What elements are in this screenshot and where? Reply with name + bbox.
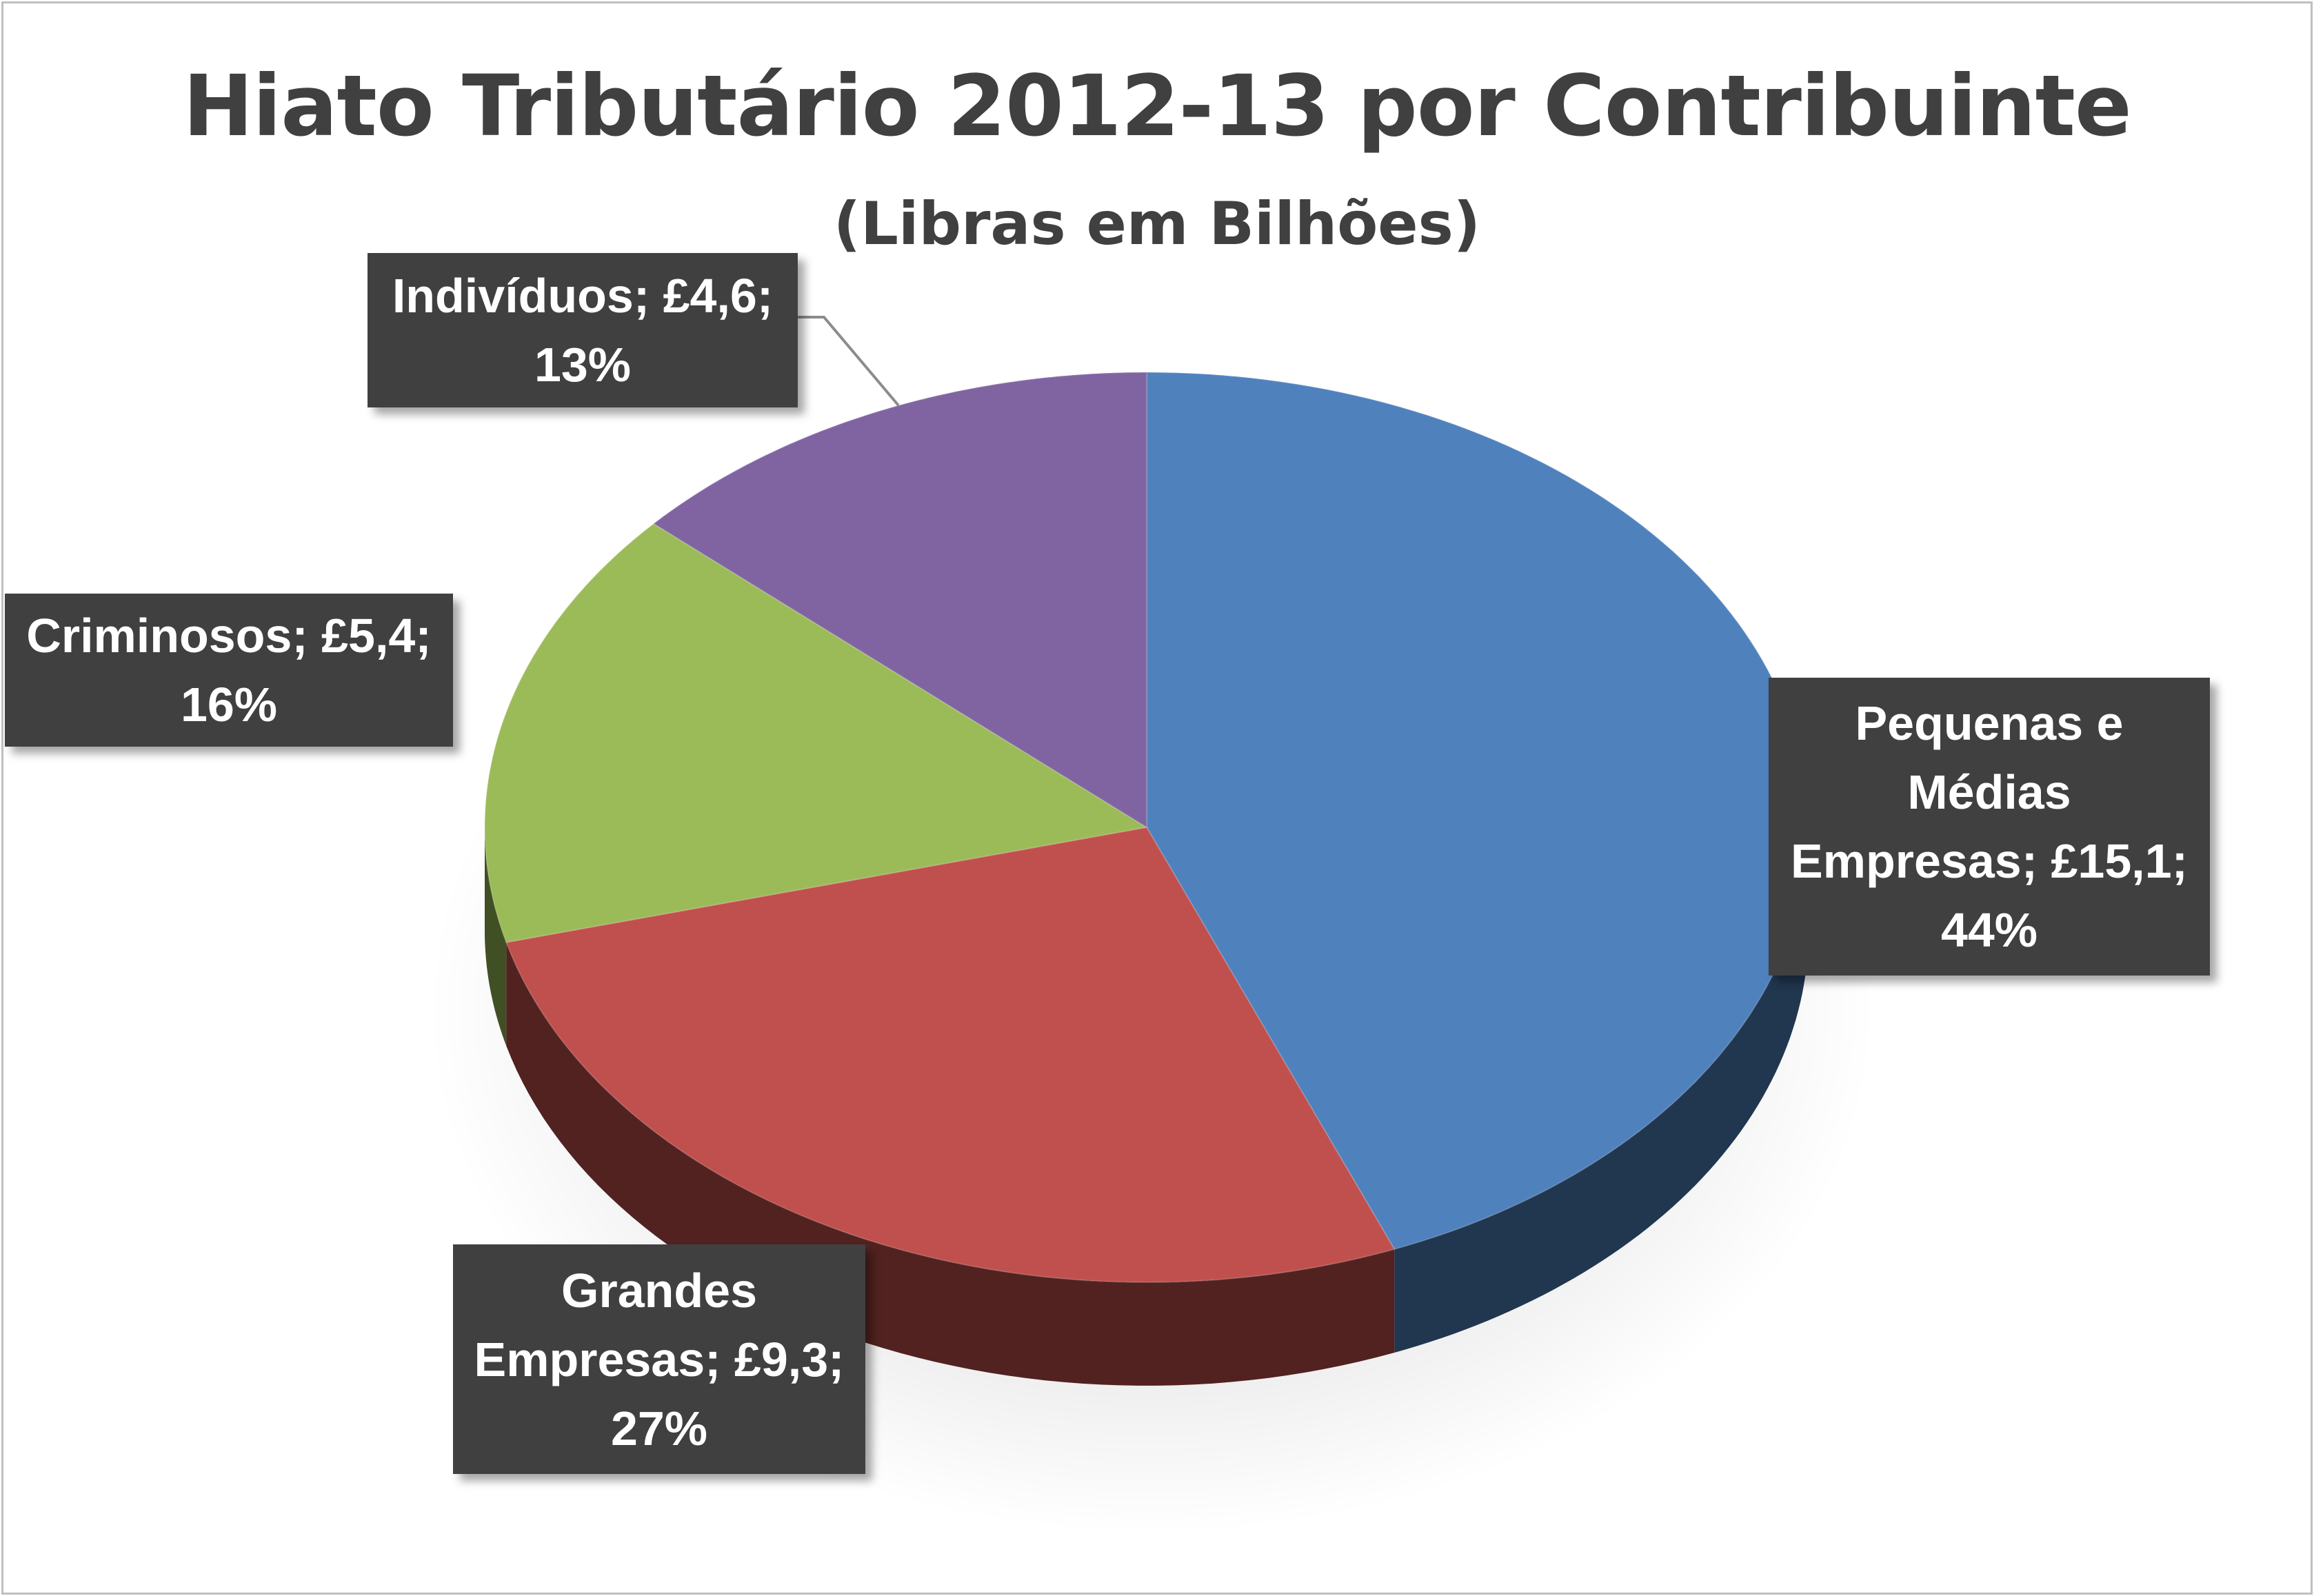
pie-slice-grandes-empresas	[505, 826, 1396, 1284]
chart-subtitle: (Libras em Bilhões)	[833, 190, 1481, 259]
data-label-text: Indivíduos; £4,6; 13%	[392, 269, 774, 392]
pie-slice-individuos	[652, 372, 1147, 829]
pie-tops	[484, 371, 1810, 1284]
pie-side-criminosos	[485, 827, 507, 1046]
data-label-individuos: Indivíduos; £4,6; 13%	[368, 253, 798, 407]
pie-slice-criminosos	[484, 523, 1149, 944]
data-label-grandes-empresas: Grandes Empresas; £9,3; 27%	[453, 1244, 865, 1474]
data-label-text: Criminosos; £5,4; 16%	[26, 609, 432, 731]
data-label-criminosos: Criminosos; £5,4; 16%	[5, 594, 453, 747]
leader-lines	[789, 316, 900, 407]
chart-title: Hiato Tributário 2012-13 por Contribuint…	[183, 57, 2131, 155]
pie-side-pequenas-e-medias-empresas	[1394, 827, 1809, 1353]
data-label-text: Grandes Empresas; £9,3; 27%	[474, 1263, 845, 1455]
leader-line-individuos	[789, 316, 900, 407]
data-label-pequenas-e-medias-empresas: Pequenas e Médias Empresas; £15,1; 44%	[1769, 678, 2210, 976]
data-label-text: Pequenas e Médias Empresas; £15,1; 44%	[1791, 696, 2188, 957]
pie-chart	[427, 316, 1875, 1534]
